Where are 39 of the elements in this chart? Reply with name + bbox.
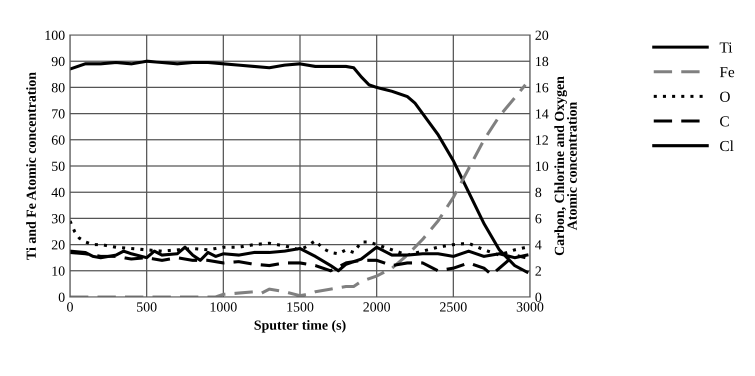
y2-tick-label: 12: [536, 135, 548, 145]
y-tick-label: 10: [52, 266, 65, 276]
legend-label: O: [720, 92, 730, 102]
y-tick-label: 90: [52, 56, 65, 66]
y-tick-label: 0: [58, 292, 65, 302]
y2-tick-label: 18: [536, 56, 548, 66]
y2-tick-label: 10: [536, 162, 548, 171]
y-tick-label: 50: [52, 162, 65, 171]
y2-tick-label: 8: [535, 188, 542, 198]
x-axis-title: Sputter time (s): [254, 320, 346, 333]
y-tick-label: 30: [52, 214, 65, 224]
y2-tick-label: 2: [535, 266, 542, 276]
y2-tick-label: 6: [535, 214, 542, 224]
y2-tick-label: 14: [536, 109, 549, 118]
y-tick-label: 80: [52, 82, 65, 92]
legend-label: Fe: [720, 67, 734, 78]
y2-tick-label: 16: [536, 83, 548, 92]
y-tick-label: 100: [46, 30, 65, 40]
y-tick-label: 70: [52, 109, 65, 119]
x-tick-label: 1000: [210, 302, 237, 312]
y2-tick-label: 20: [535, 30, 548, 40]
x-tick-label: 2000: [363, 302, 390, 312]
y-tick-label: 60: [52, 135, 65, 145]
y-tick-label: 20: [52, 240, 65, 250]
line-series: [70, 83, 527, 297]
x-tick-label: 1500: [287, 302, 314, 312]
legend-label: Ti: [720, 42, 732, 52]
x-tick-label: 500: [137, 302, 157, 312]
y2-axis-title: Carbon, Chlorine and Oxygen Atomic concentration: [554, 76, 577, 256]
x-tick-label: 2500: [440, 302, 467, 312]
x-tick-label: 0: [67, 302, 73, 312]
line-series: [70, 60, 528, 274]
x-tick-label: 3000: [516, 302, 544, 312]
y2-tick-label: 4: [535, 240, 542, 250]
y2-tick-label: 0: [535, 292, 542, 302]
legend-label: Cl: [720, 140, 734, 152]
legend-label: C: [720, 116, 729, 127]
y-axis-title: Ti and Fe Atomic concentration: [26, 72, 36, 260]
y-tick-label: 40: [52, 188, 65, 198]
